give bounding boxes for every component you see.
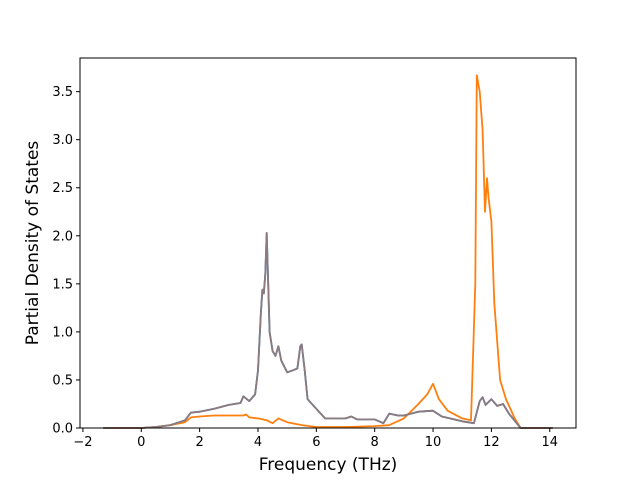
series-line-3 bbox=[103, 232, 553, 429]
plot-frame bbox=[79, 57, 577, 429]
y-tick-label: 1.5 bbox=[52, 277, 73, 292]
x-tick-label: 12 bbox=[483, 435, 500, 450]
series-line-1 bbox=[103, 232, 553, 429]
x-tick-label: 10 bbox=[425, 435, 442, 450]
y-tick-label: 3.0 bbox=[52, 133, 73, 148]
y-tick-label: 3.5 bbox=[52, 85, 73, 100]
y-tick-label: 2.0 bbox=[52, 229, 73, 244]
x-tick-label: 14 bbox=[541, 435, 558, 450]
x-axis-label: Frequency (THz) bbox=[259, 455, 398, 475]
x-tick-label: 8 bbox=[371, 435, 379, 450]
x-tick-label: 6 bbox=[312, 435, 320, 450]
y-tick-label: 0.0 bbox=[52, 422, 73, 437]
plot-area bbox=[103, 74, 553, 429]
y-tick-label: 0.5 bbox=[52, 373, 73, 388]
y-axis-label: Partial Density of States bbox=[23, 141, 43, 346]
x-tick-label: 0 bbox=[137, 435, 145, 450]
y-axis: 0.0 0.5 1.0 1.5 2.0 2.5 3.0 3.5 bbox=[52, 85, 80, 437]
x-tick-label: 4 bbox=[254, 435, 262, 450]
y-tick-label: 1.0 bbox=[52, 325, 73, 340]
series-line-2 bbox=[103, 74, 553, 429]
x-tick-label: −2 bbox=[73, 435, 92, 450]
x-tick-label: 2 bbox=[195, 435, 203, 450]
x-axis: −2 0 2 4 6 8 10 12 14 bbox=[73, 428, 558, 450]
y-tick-label: 2.5 bbox=[52, 181, 73, 196]
